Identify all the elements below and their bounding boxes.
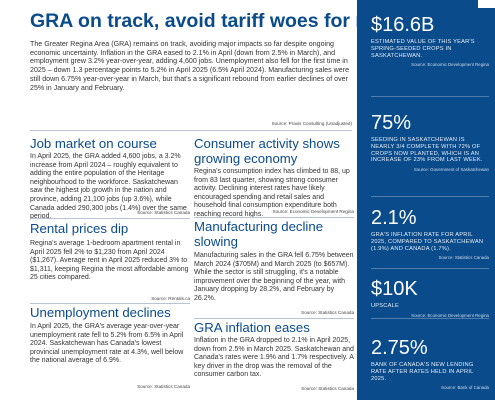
article-source-rental: Source: Rentals.ca	[151, 296, 190, 301]
stat-seeding: 75% SEEDING IN SASKATCHEWAN IS NEARLY 3/…	[371, 112, 489, 172]
article-source-manufacturing: Source: Statistics Canada	[301, 310, 354, 315]
stat-description: BANK OF CANADA'S NEW LENDING RATE AFTER …	[371, 362, 474, 382]
article-divider	[30, 303, 190, 304]
article-title-manufacturing: Manufacturing decline slowing	[194, 219, 324, 249]
article-body-consumer: Regina's consumption index has climbed t…	[194, 168, 350, 218]
stat-figure: 75%	[371, 112, 412, 134]
stat-crops-value: $16.6B ESTIMATED VALUE OF THIS YEAR'S SP…	[371, 14, 489, 67]
stat-divider	[371, 318, 489, 319]
article-source-inflation: Source: Statistics Canada	[301, 386, 354, 391]
article-divider	[194, 318, 354, 319]
stat-lending-rate: 2.75% BANK OF CANADA'S NEW LENDING RATE …	[371, 337, 489, 390]
intro-paragraph: The Greater Regina Area (GRA) remains on…	[30, 40, 350, 92]
stat-description: GRA'S INFLATION RATE FOR APRIL 2025, COM…	[371, 232, 484, 252]
stat-description: ESTIMATED VALUE OF THIS YEAR'S SPRING-SE…	[371, 39, 475, 59]
intro-source: Source: Praxis Consulting (Unadjusted)	[271, 121, 352, 126]
stat-figure: $10K	[371, 278, 418, 300]
article-body-jobs: In April 2025, the GRA added 4,600 jobs,…	[30, 153, 187, 221]
stat-source: Source: Economic Development Regina	[411, 312, 489, 318]
article-divider	[194, 217, 354, 218]
article-title-consumer: Consumer activity shows growing economy	[194, 136, 340, 166]
stat-figure: 2.1%	[371, 207, 417, 229]
article-body-unemployment: In April 2025, the GRA's average year-ov…	[30, 323, 184, 365]
stat-description: UPSCALE	[371, 303, 399, 309]
stat-source: Source: Bank of Canada	[441, 385, 489, 391]
stat-divider	[371, 196, 489, 197]
stat-figure: $16.6B	[371, 14, 435, 36]
page-headline: GRA on track, avoid tariff woes for now	[30, 10, 395, 32]
article-title-jobs: Job market on course	[30, 136, 157, 151]
stat-source: Source: Statistics Canada	[438, 255, 489, 261]
article-body-rental: Regina's average 1-bedroom apartment ren…	[30, 240, 189, 282]
stat-divider	[371, 96, 489, 97]
article-title-unemployment: Unemployment declines	[30, 305, 171, 320]
stats-sidebar: $16.6B ESTIMATED VALUE OF THIS YEAR'S SP…	[357, 0, 495, 400]
article-source-unemployment: Source: Statistics Canada	[137, 384, 190, 389]
stat-source: Source: Economic Development Regina	[411, 62, 489, 68]
article-body-inflation: Inflation in the GRA dropped to 2.1% in …	[194, 337, 354, 379]
sidebar-corner-notch	[478, 0, 495, 8]
stat-figure: 2.75%	[371, 337, 428, 359]
article-divider	[30, 218, 190, 219]
stat-divider	[371, 268, 489, 269]
stat-inflation: 2.1% GRA'S INFLATION RATE FOR APRIL 2025…	[371, 207, 489, 260]
article-body-manufacturing: Manufacturing sales in the GRA fell 6.75…	[194, 252, 354, 302]
stat-description: SEEDING IN SASKATCHEWAN IS NEARLY 3/4 CO…	[371, 137, 483, 164]
stat-source: Source: Government of Saskatchewan	[413, 167, 489, 173]
article-source-jobs: Source: Statistics Canada	[137, 210, 190, 215]
article-title-inflation: GRA inflation eases	[194, 320, 310, 335]
intro-divider	[30, 130, 352, 131]
article-source-consumer: Source: Economic Development Regina	[272, 209, 354, 214]
main-content: GRA on track, avoid tariff woes for now …	[30, 10, 394, 391]
article-title-rental: Rental prices dip	[30, 221, 129, 236]
stat-upscale: $10K UPSCALE Source: Economic Developmen…	[371, 278, 489, 318]
